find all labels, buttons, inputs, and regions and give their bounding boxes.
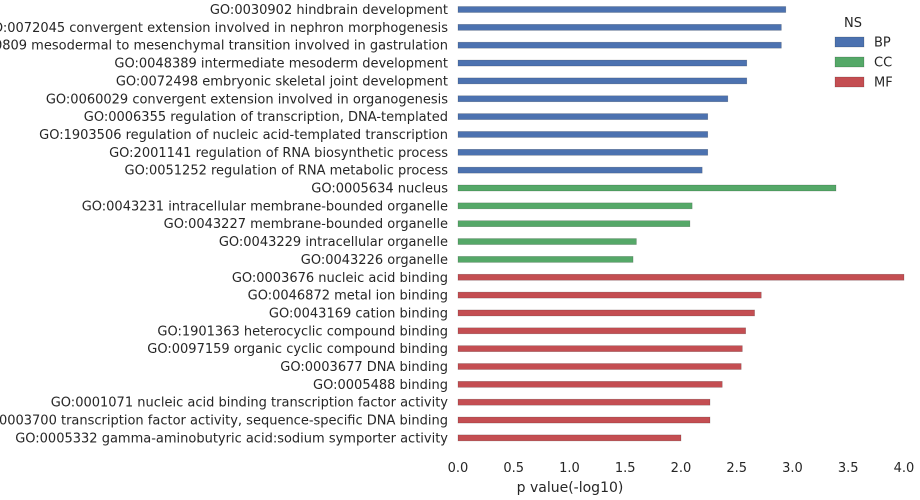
bar-16	[457, 291, 762, 299]
y-tick-label-14: GO:0043226 organelle	[301, 253, 448, 268]
y-tick-label-9: GO:0051252 regulation of RNA metabolic p…	[125, 164, 449, 179]
y-tick-label-10: GO:0005634 nucleus	[311, 182, 448, 197]
y-tick-label-13: GO:0043229 intracellular organelle	[219, 235, 448, 250]
y-tick-label-21: GO:0005488 binding	[313, 378, 448, 393]
bar-20	[457, 363, 742, 370]
y-tick-label-22: GO:0001071 nucleic acid binding transcri…	[51, 396, 449, 411]
x-axis-label: p value(-log10)	[517, 480, 624, 496]
legend: NS BP CC MF	[834, 16, 893, 91]
y-tick-label-19: GO:0097159 organic cyclic compound bindi…	[147, 342, 448, 357]
bar-5	[457, 95, 729, 103]
bar-11	[457, 202, 693, 210]
bar-7	[457, 131, 709, 138]
legend-title: NS	[844, 16, 862, 31]
x-tick-label-4: 2.0	[671, 461, 692, 476]
legend-label-cc: CC	[874, 56, 892, 71]
y-tick-label-24: GO:0005332 gamma-aminobutyric acid:sodiu…	[15, 431, 448, 446]
legend-label-bp: BP	[874, 36, 891, 51]
x-tick-label-7: 3.5	[838, 461, 859, 476]
x-tick-label-5: 2.5	[726, 461, 747, 476]
bar-14	[457, 256, 634, 263]
legend-swatch-mf	[834, 76, 865, 88]
legend-swatch-bp	[834, 36, 865, 48]
bars-layer	[457, 6, 905, 442]
bar-8	[457, 149, 709, 156]
y-tick-label-8: GO:2001141 regulation of RNA biosyntheti…	[109, 146, 448, 161]
bar-12	[457, 220, 691, 227]
bar-1	[457, 24, 782, 31]
bar-22	[457, 398, 711, 406]
y-tick-label-12: GO:0043227 membrane-bounded organelle	[164, 217, 448, 232]
y-tick-label-5: GO:0060029 convergent extension involved…	[46, 92, 448, 107]
y-tick-label-17: GO:0043169 cation binding	[269, 306, 448, 321]
y-tick-labels: GO:0030902 hindbrain development GO:00720…	[0, 3, 448, 446]
bar-17	[457, 309, 755, 317]
y-tick-label-2: GO:0060809 mesodermal to mesenchymal tra…	[0, 39, 448, 54]
bar-10	[457, 184, 837, 192]
bar-15	[457, 273, 905, 281]
bar-4	[457, 77, 748, 85]
legend-swatch-cc	[834, 56, 865, 68]
y-tick-label-6: GO:0006355 regulation of transcription, …	[84, 110, 448, 125]
y-tick-label-16: GO:0046872 metal ion binding	[248, 289, 448, 304]
bar-18	[457, 327, 746, 335]
bar-6	[457, 113, 709, 120]
y-tick-label-20: GO:0003677 DNA binding	[280, 360, 448, 375]
bar-24	[457, 434, 682, 442]
x-tick-label-1: 0.5	[503, 461, 524, 476]
x-tick-label-0: 0.0	[448, 461, 469, 476]
x-tick-label-8: 4.0	[894, 461, 915, 476]
y-tick-label-7: GO:1903506 regulation of nucleic acid-te…	[39, 128, 448, 143]
x-tick-label-6: 3.0	[782, 461, 803, 476]
y-tick-label-3: GO:0048389 intermediate mesoderm develop…	[114, 57, 448, 72]
bar-19	[457, 345, 743, 352]
y-tick-label-4: GO:0072498 embryonic skeletal joint deve…	[116, 74, 448, 89]
bar-3	[457, 59, 748, 67]
y-tick-label-18: GO:1901363 heterocyclic compound binding	[157, 324, 448, 339]
bar-21	[457, 381, 723, 388]
bar-9	[457, 166, 703, 174]
legend-entries: BP CC MF	[834, 36, 893, 91]
legend-label-mf: MF	[874, 76, 893, 91]
bar-13	[457, 238, 637, 245]
y-tick-label-0: GO:0030902 hindbrain development	[210, 3, 448, 18]
x-tick-label-3: 1.5	[615, 461, 636, 476]
x-tick-labels: 0.0 0.5 1.0 1.5 2.0 2.5 3.0 3.5 4.0	[448, 461, 915, 476]
y-tick-label-15: GO:0003676 nucleic acid binding	[232, 271, 448, 286]
bar-0	[457, 6, 787, 13]
bar-23	[457, 416, 711, 424]
y-tick-label-23: GO:0003700 transcription factor activity…	[0, 414, 448, 429]
bar-2	[457, 41, 782, 49]
x-tick-label-2: 1.0	[559, 461, 580, 476]
y-tick-label-11: GO:0043231 intracellular membrane-bounde…	[82, 199, 448, 214]
y-tick-label-1: GO:0072045 convergent extension involved…	[0, 21, 448, 36]
